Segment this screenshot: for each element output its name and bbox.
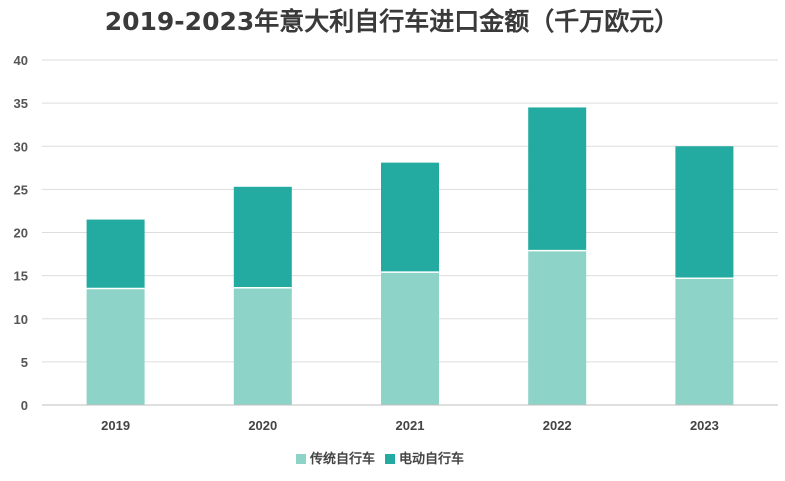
- legend-swatch: [296, 454, 306, 464]
- bar-2019-series-1: [86, 219, 145, 289]
- legend-swatch: [385, 454, 396, 464]
- bar-2019-series-0: [86, 288, 145, 405]
- x-tick-label: 2019: [101, 418, 130, 433]
- bar-2022-series-0: [528, 250, 587, 405]
- x-tick-label: 2021: [396, 418, 425, 433]
- bar-2020-series-0: [233, 287, 292, 405]
- bar-2021-series-1: [381, 162, 439, 273]
- y-tick-label: 5: [21, 355, 28, 370]
- bar-2023-series-1: [675, 146, 734, 279]
- y-tick-label: 35: [14, 96, 28, 111]
- y-tick-label: 25: [14, 182, 28, 197]
- bar-2021-series-0: [381, 272, 439, 405]
- bar-2023-series-0: [675, 278, 734, 405]
- bars: [86, 107, 734, 405]
- chart-title: 2019-2023年意大利自行车进口金额（千万欧元）: [105, 7, 680, 36]
- x-axis-ticks: 2019 2020 2021 2022 2023: [101, 418, 719, 433]
- y-axis-ticks: 0 5 10 15 20 25 30 35 40: [14, 53, 28, 413]
- y-tick-label: 10: [14, 312, 28, 327]
- y-tick-label: 20: [14, 226, 28, 241]
- legend: 传统自行车 电动自行车: [296, 451, 464, 467]
- x-tick-label: 2020: [248, 418, 277, 433]
- y-tick-label: 0: [21, 398, 28, 413]
- legend-label: 传统自行车: [309, 451, 375, 467]
- y-tick-label: 15: [14, 269, 28, 284]
- x-tick-label: 2023: [690, 418, 719, 433]
- legend-label: 电动自行车: [399, 451, 464, 467]
- y-tick-label: 40: [14, 53, 28, 68]
- x-tick-label: 2022: [543, 418, 572, 433]
- bar-2022-series-1: [528, 107, 587, 251]
- y-tick-label: 30: [14, 139, 28, 154]
- bar-2020-series-1: [233, 186, 292, 288]
